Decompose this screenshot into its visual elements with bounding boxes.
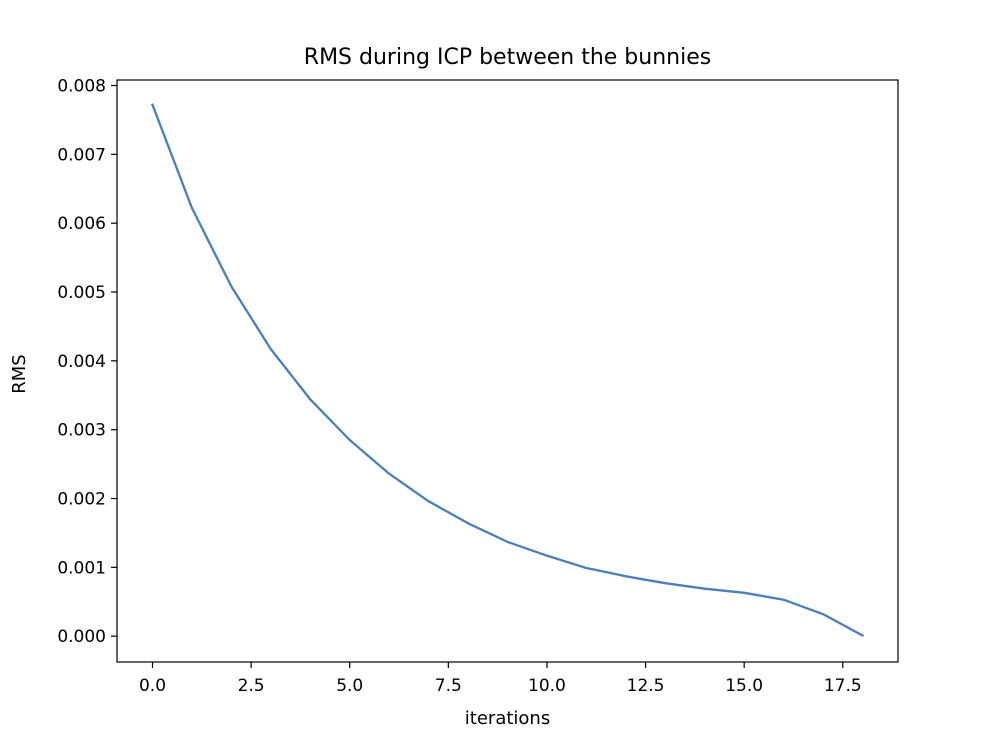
x-axis-label: iterations <box>465 708 550 729</box>
chart-title: RMS during ICP between the bunnies <box>304 45 711 70</box>
y-tick-label: 0.000 <box>57 627 106 647</box>
axes-frame <box>116 79 899 663</box>
x-tick-label: 12.5 <box>627 676 665 696</box>
y-tick-label: 0.003 <box>57 421 106 441</box>
y-tick-label: 0.005 <box>57 283 106 303</box>
y-tick-label: 0.007 <box>57 145 106 165</box>
x-tick-label: 17.5 <box>824 676 862 696</box>
y-axis-ticks: 0.000 0.001 0.002 0.003 0.004 0.005 0.006 0.007… <box>57 77 117 647</box>
y-tick-label: 0.001 <box>57 558 106 578</box>
plot-area <box>116 79 899 663</box>
x-tick-label: 0.0 <box>139 676 166 696</box>
y-tick-label: 0.008 <box>57 77 106 97</box>
series-line-0 <box>151 103 865 638</box>
x-tick-label: 7.5 <box>435 676 462 696</box>
x-tick-label: 15.0 <box>725 676 763 696</box>
x-tick-label: 10.0 <box>528 676 566 696</box>
y-tick-label: 0.006 <box>57 214 106 234</box>
y-axis-label: RMS <box>9 354 30 393</box>
x-tick-label: 2.5 <box>238 676 265 696</box>
y-tick-label: 0.002 <box>57 490 106 510</box>
x-tick-label: 5.0 <box>336 676 363 696</box>
y-tick-label: 0.004 <box>57 352 106 372</box>
x-axis-ticks: 0.0 2.5 5.0 7.5 10.0 12.5 15.0 17.5 <box>139 662 862 696</box>
